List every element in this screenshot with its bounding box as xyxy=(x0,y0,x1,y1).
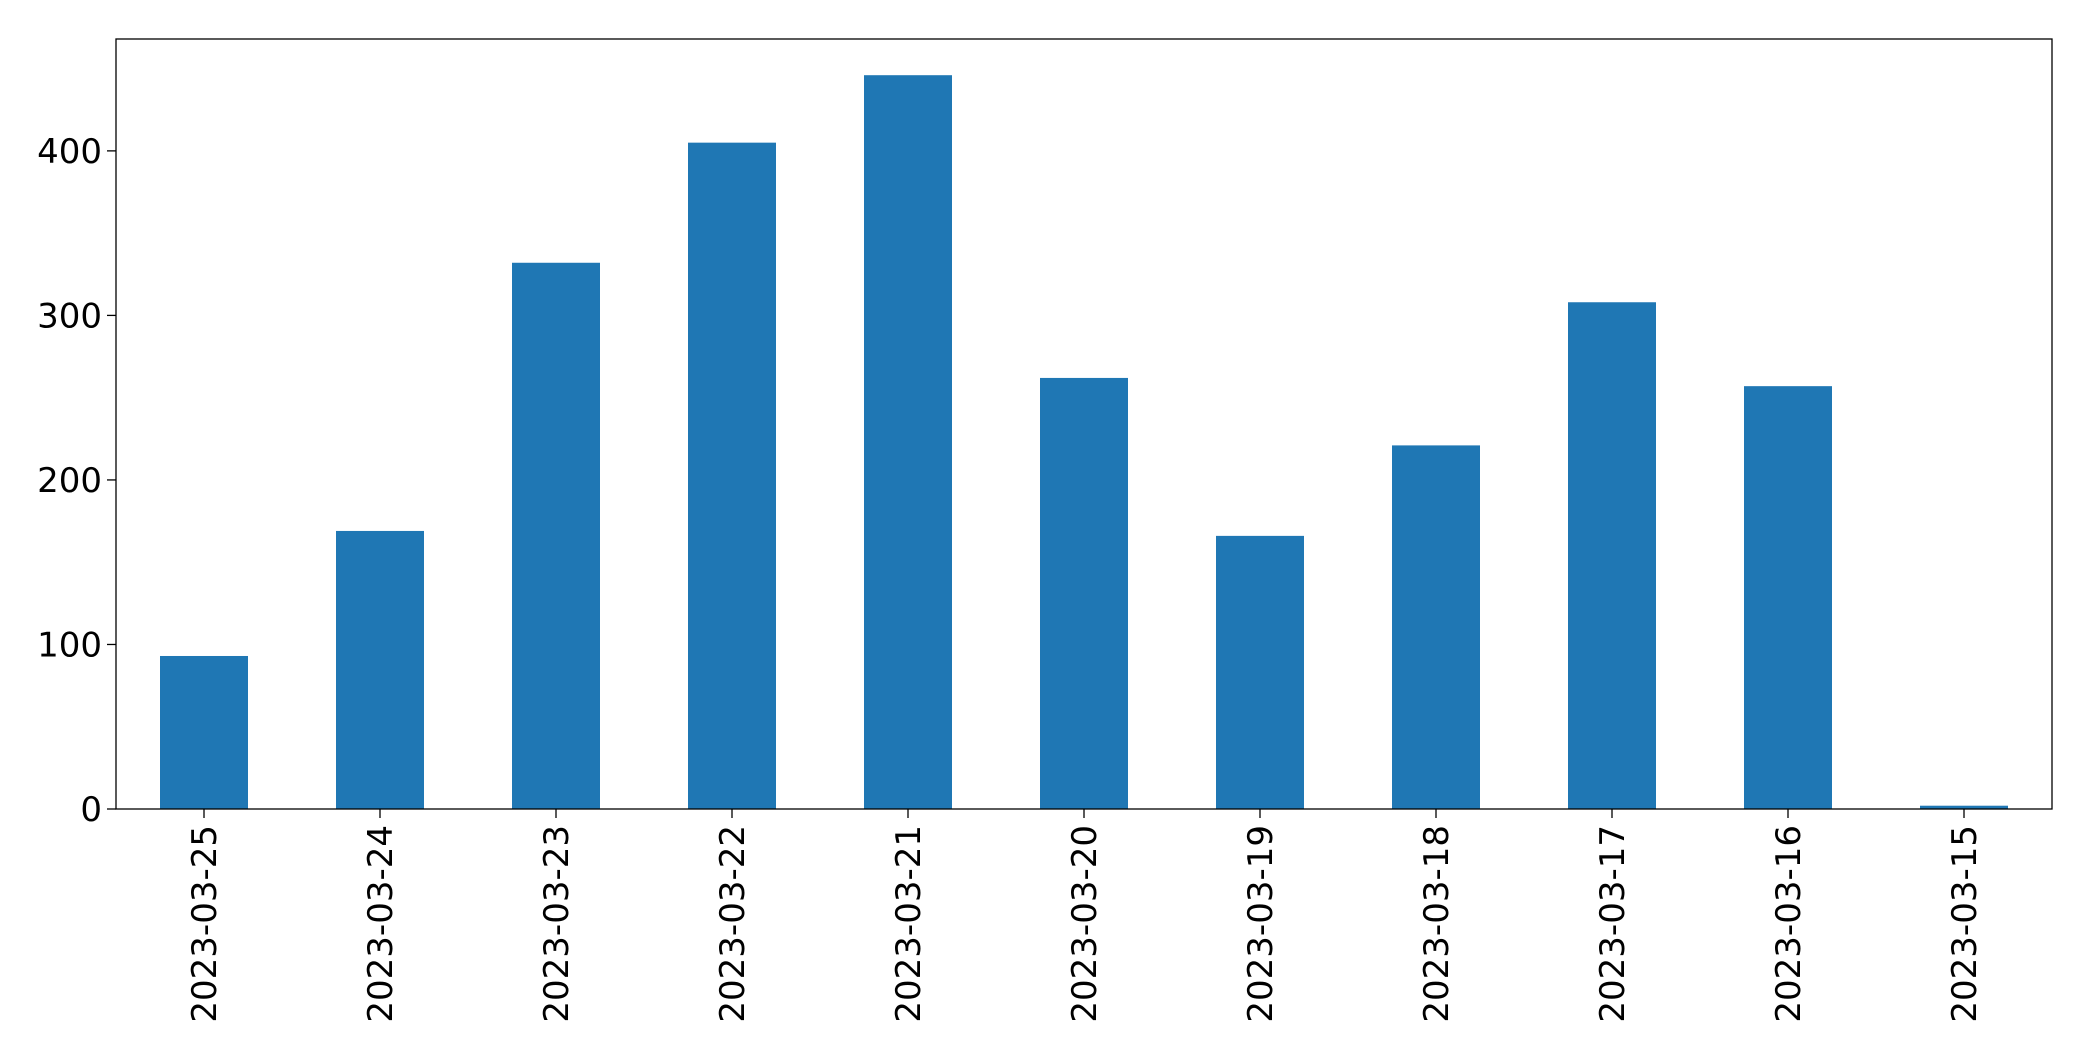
bar xyxy=(1744,386,1832,809)
x-tick-label: 2023-03-20 xyxy=(1065,825,1105,1023)
y-tick-label: 100 xyxy=(37,625,102,665)
y-tick-label: 0 xyxy=(80,790,102,830)
x-tick-label: 2023-03-25 xyxy=(185,825,225,1023)
x-tick-label: 2023-03-23 xyxy=(537,825,577,1023)
bar xyxy=(1216,535,1304,809)
bar xyxy=(1920,805,2008,809)
bar xyxy=(1392,445,1480,809)
y-tick-label: 200 xyxy=(37,461,102,501)
x-tick-label: 2023-03-22 xyxy=(713,825,753,1023)
y-tick-label: 300 xyxy=(37,296,102,336)
x-tick-label: 2023-03-18 xyxy=(1417,825,1457,1023)
x-tick-label: 2023-03-15 xyxy=(1945,825,1985,1023)
bar xyxy=(160,655,248,809)
bar xyxy=(688,142,776,810)
y-tick-label: 400 xyxy=(37,132,102,172)
x-tick-label: 2023-03-16 xyxy=(1769,825,1809,1023)
bar xyxy=(1040,377,1128,809)
bar xyxy=(1568,302,1656,809)
x-tick-label: 2023-03-24 xyxy=(361,825,401,1023)
bar xyxy=(864,75,952,809)
bar xyxy=(512,262,600,809)
x-tick-label: 2023-03-19 xyxy=(1241,825,1281,1023)
x-tick-label: 2023-03-17 xyxy=(1593,825,1633,1023)
axes-frame xyxy=(115,38,2053,810)
bar xyxy=(336,530,424,809)
x-tick-label: 2023-03-21 xyxy=(889,825,929,1023)
